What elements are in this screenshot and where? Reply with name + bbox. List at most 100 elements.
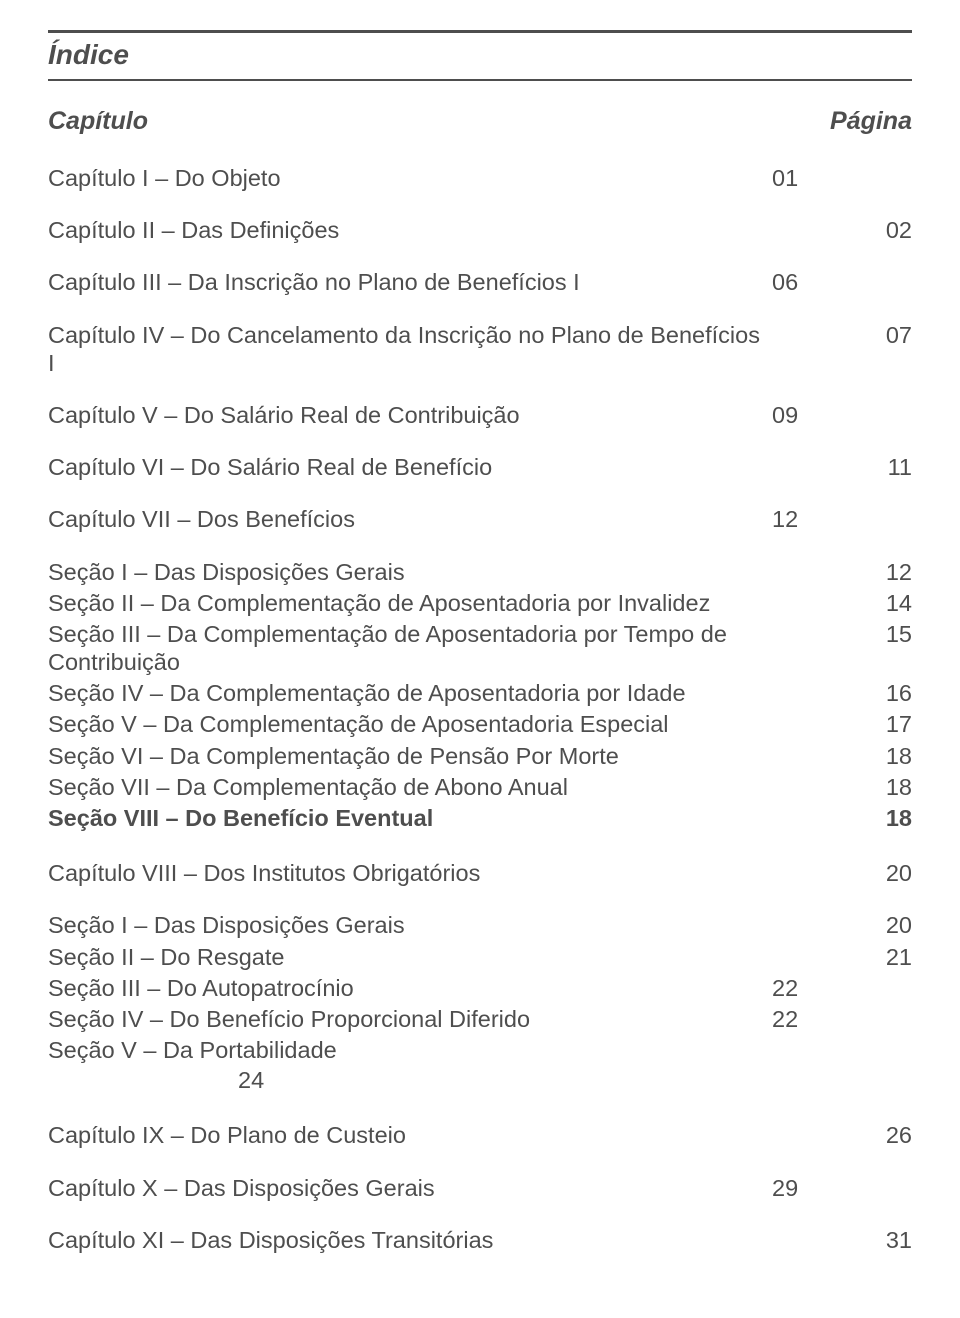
toc-page-col1: 09 <box>772 401 852 429</box>
header-capitulo: Capítulo <box>48 107 148 136</box>
toc-entry-cap8-sec2: Seção II – Do Resgate 21 <box>48 943 912 971</box>
toc-page-col1 <box>772 1121 852 1149</box>
toc-label: Capítulo VII – Dos Benefícios <box>48 505 772 533</box>
toc-page-col2: 15 <box>852 620 912 676</box>
toc-page-col2 <box>852 505 912 533</box>
toc-page-col2 <box>852 164 912 192</box>
toc-entry-cap8-sec4: Seção IV – Do Benefício Proporcional Dif… <box>48 1005 912 1033</box>
toc-entry-cap7-sec6: Seção VI – Da Complementação de Pensão P… <box>48 742 912 770</box>
toc-page-col1 <box>772 620 852 676</box>
toc-entry-cap9: Capítulo IX – Do Plano de Custeio26 <box>48 1121 912 1149</box>
index-title: Índice <box>48 39 912 71</box>
toc-page-col2 <box>852 1174 912 1202</box>
toc-label: Seção III – Da Complementação de Aposent… <box>48 620 772 676</box>
toc-page-col1 <box>772 558 852 586</box>
header-row: Capítulo Página <box>48 107 912 136</box>
toc-page-col1 <box>772 679 852 707</box>
toc-entry-cap7-sec3: Seção III – Da Complementação de Aposent… <box>48 620 912 676</box>
toc-label: Seção II – Do Resgate <box>48 943 772 971</box>
group-gap <box>48 835 912 859</box>
toc-entry-cap8-sec3: Seção III – Do Autopatrocínio22 <box>48 974 912 1002</box>
toc-page-col1 <box>772 321 852 377</box>
toc-page-col2: 21 <box>852 943 912 971</box>
toc-label: Capítulo VI – Do Salário Real de Benefíc… <box>48 453 772 481</box>
toc-page-col2 <box>852 1036 912 1064</box>
toc-entry-cap1: Capítulo I – Do Objeto01 <box>48 164 912 192</box>
toc-label: Seção V – Da Portabilidade <box>48 1036 772 1064</box>
toc-page-col1: 12 <box>772 505 852 533</box>
toc-page-col2: 26 <box>852 1121 912 1149</box>
toc-page-col2: 18 <box>852 742 912 770</box>
toc-entry-cap7-sec7: Seção VII – Da Complementação de Abono A… <box>48 773 912 801</box>
toc-entry-cap7-sec2: Seção II – Da Complementação de Aposenta… <box>48 589 912 617</box>
toc-page-col1 <box>772 589 852 617</box>
toc-entry-cap7: Capítulo VII – Dos Benefícios12 <box>48 505 912 533</box>
toc-entry-cap7-sec5: Seção V – Da Complementação de Aposentad… <box>48 710 912 738</box>
page-container: Índice Capítulo Página Capítulo I – Do O… <box>0 0 960 1318</box>
toc-page-col1 <box>772 943 852 971</box>
header-pagina: Página <box>830 107 912 136</box>
toc-page-col2: 16 <box>852 679 912 707</box>
toc-page-col1 <box>772 710 852 738</box>
toc-page-col2: 20 <box>852 911 912 939</box>
toc-page-col1 <box>772 453 852 481</box>
toc-page-col1 <box>772 216 852 244</box>
toc-wrap-page: 24 <box>238 1067 912 1094</box>
toc-page-col2: 12 <box>852 558 912 586</box>
toc-label: Seção VII – Da Complementação de Abono A… <box>48 773 772 801</box>
toc-label: Capítulo I – Do Objeto <box>48 164 772 192</box>
toc-label: Capítulo V – Do Salário Real de Contribu… <box>48 401 772 429</box>
toc-page-col2: 18 <box>852 773 912 801</box>
toc-page-col1 <box>772 859 852 887</box>
toc-page-col2: 20 <box>852 859 912 887</box>
toc-label: Capítulo III – Da Inscrição no Plano de … <box>48 268 772 296</box>
toc-page-col2 <box>852 401 912 429</box>
toc-entry-cap2: Capítulo II – Das Definições02 <box>48 216 912 244</box>
toc-label: Seção IV – Da Complementação de Aposenta… <box>48 679 772 707</box>
toc-entry-cap8-sec1: Seção I – Das Disposições Gerais 20 <box>48 911 912 939</box>
toc-label: Capítulo IV – Do Cancelamento da Inscriç… <box>48 321 772 377</box>
toc-page-col1 <box>772 742 852 770</box>
toc-label: Seção VI – Da Complementação de Pensão P… <box>48 742 772 770</box>
toc-entry-cap8-sec5: Seção V – Da Portabilidade <box>48 1036 912 1064</box>
toc-page-col1 <box>772 804 852 832</box>
toc-label: Seção I – Das Disposições Gerais <box>48 911 772 939</box>
toc-page-col2 <box>852 974 912 1002</box>
toc-page-col1: 06 <box>772 268 852 296</box>
group-gap <box>48 1097 912 1121</box>
toc-page-col1: 22 <box>772 974 852 1002</box>
toc-entry-cap10: Capítulo X – Das Disposições Gerais29 <box>48 1174 912 1202</box>
toc-label: Capítulo X – Das Disposições Gerais <box>48 1174 772 1202</box>
toc-label: Seção VIII – Do Benefício Eventual <box>48 804 772 832</box>
toc-entry-cap6: Capítulo VI – Do Salário Real de Benefíc… <box>48 453 912 481</box>
toc-entry-cap7-sec8: Seção VIII – Do Benefício Eventual 18 <box>48 804 912 832</box>
toc-page-col2: 18 <box>852 804 912 832</box>
toc-body: Capítulo I – Do Objeto01 Capítulo II – Da… <box>48 164 912 1254</box>
toc-entry-cap4: Capítulo IV – Do Cancelamento da Inscriç… <box>48 321 912 377</box>
toc-page-col1 <box>772 773 852 801</box>
toc-entry-cap8: Capítulo VIII – Dos Institutos Obrigatór… <box>48 859 912 887</box>
toc-label: Seção I – Das Disposições Gerais <box>48 558 772 586</box>
toc-page-col2: 07 <box>852 321 912 377</box>
toc-page-col2: 11 <box>852 453 912 481</box>
toc-page-col2: 14 <box>852 589 912 617</box>
toc-label: Seção IV – Do Benefício Proporcional Dif… <box>48 1005 772 1033</box>
toc-page-col1: 29 <box>772 1174 852 1202</box>
toc-label: Seção II – Da Complementação de Aposenta… <box>48 589 772 617</box>
toc-label: Capítulo VIII – Dos Institutos Obrigatór… <box>48 859 772 887</box>
toc-entry-cap11: Capítulo XI – Das Disposições Transitóri… <box>48 1226 912 1254</box>
toc-label: Seção V – Da Complementação de Aposentad… <box>48 710 772 738</box>
toc-page-col2 <box>852 1005 912 1033</box>
toc-label: Capítulo XI – Das Disposições Transitóri… <box>48 1226 772 1254</box>
toc-page-col2 <box>852 268 912 296</box>
toc-entry-cap5: Capítulo V – Do Salário Real de Contribu… <box>48 401 912 429</box>
toc-page-col1 <box>772 1226 852 1254</box>
toc-page-col2: 31 <box>852 1226 912 1254</box>
toc-label: Capítulo II – Das Definições <box>48 216 772 244</box>
toc-page-col2: 17 <box>852 710 912 738</box>
toc-page-col1: 22 <box>772 1005 852 1033</box>
toc-entry-cap3: Capítulo III – Da Inscrição no Plano de … <box>48 268 912 296</box>
toc-entry-cap7-sec4: Seção IV – Da Complementação de Aposenta… <box>48 679 912 707</box>
toc-label: Seção III – Do Autopatrocínio <box>48 974 772 1002</box>
toc-page-col1 <box>772 911 852 939</box>
